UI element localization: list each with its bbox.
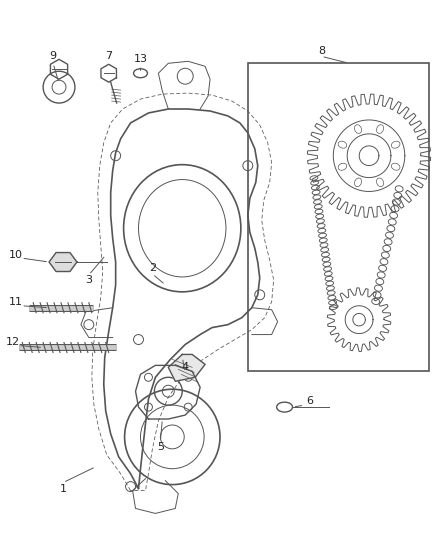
- Text: 13: 13: [134, 54, 148, 64]
- Polygon shape: [49, 253, 77, 271]
- Text: 7: 7: [105, 51, 112, 61]
- Text: 2: 2: [149, 263, 156, 273]
- Text: 6: 6: [306, 396, 313, 406]
- Text: 9: 9: [49, 51, 57, 61]
- Text: 1: 1: [60, 483, 67, 494]
- Text: 12: 12: [6, 336, 21, 346]
- Text: 3: 3: [85, 275, 92, 285]
- Text: 10: 10: [9, 250, 23, 260]
- Text: 4: 4: [182, 362, 189, 373]
- Polygon shape: [168, 354, 205, 381]
- Text: 11: 11: [9, 297, 23, 307]
- Bar: [248, 63, 429, 372]
- Text: 8: 8: [318, 46, 325, 56]
- Text: 5: 5: [157, 442, 164, 452]
